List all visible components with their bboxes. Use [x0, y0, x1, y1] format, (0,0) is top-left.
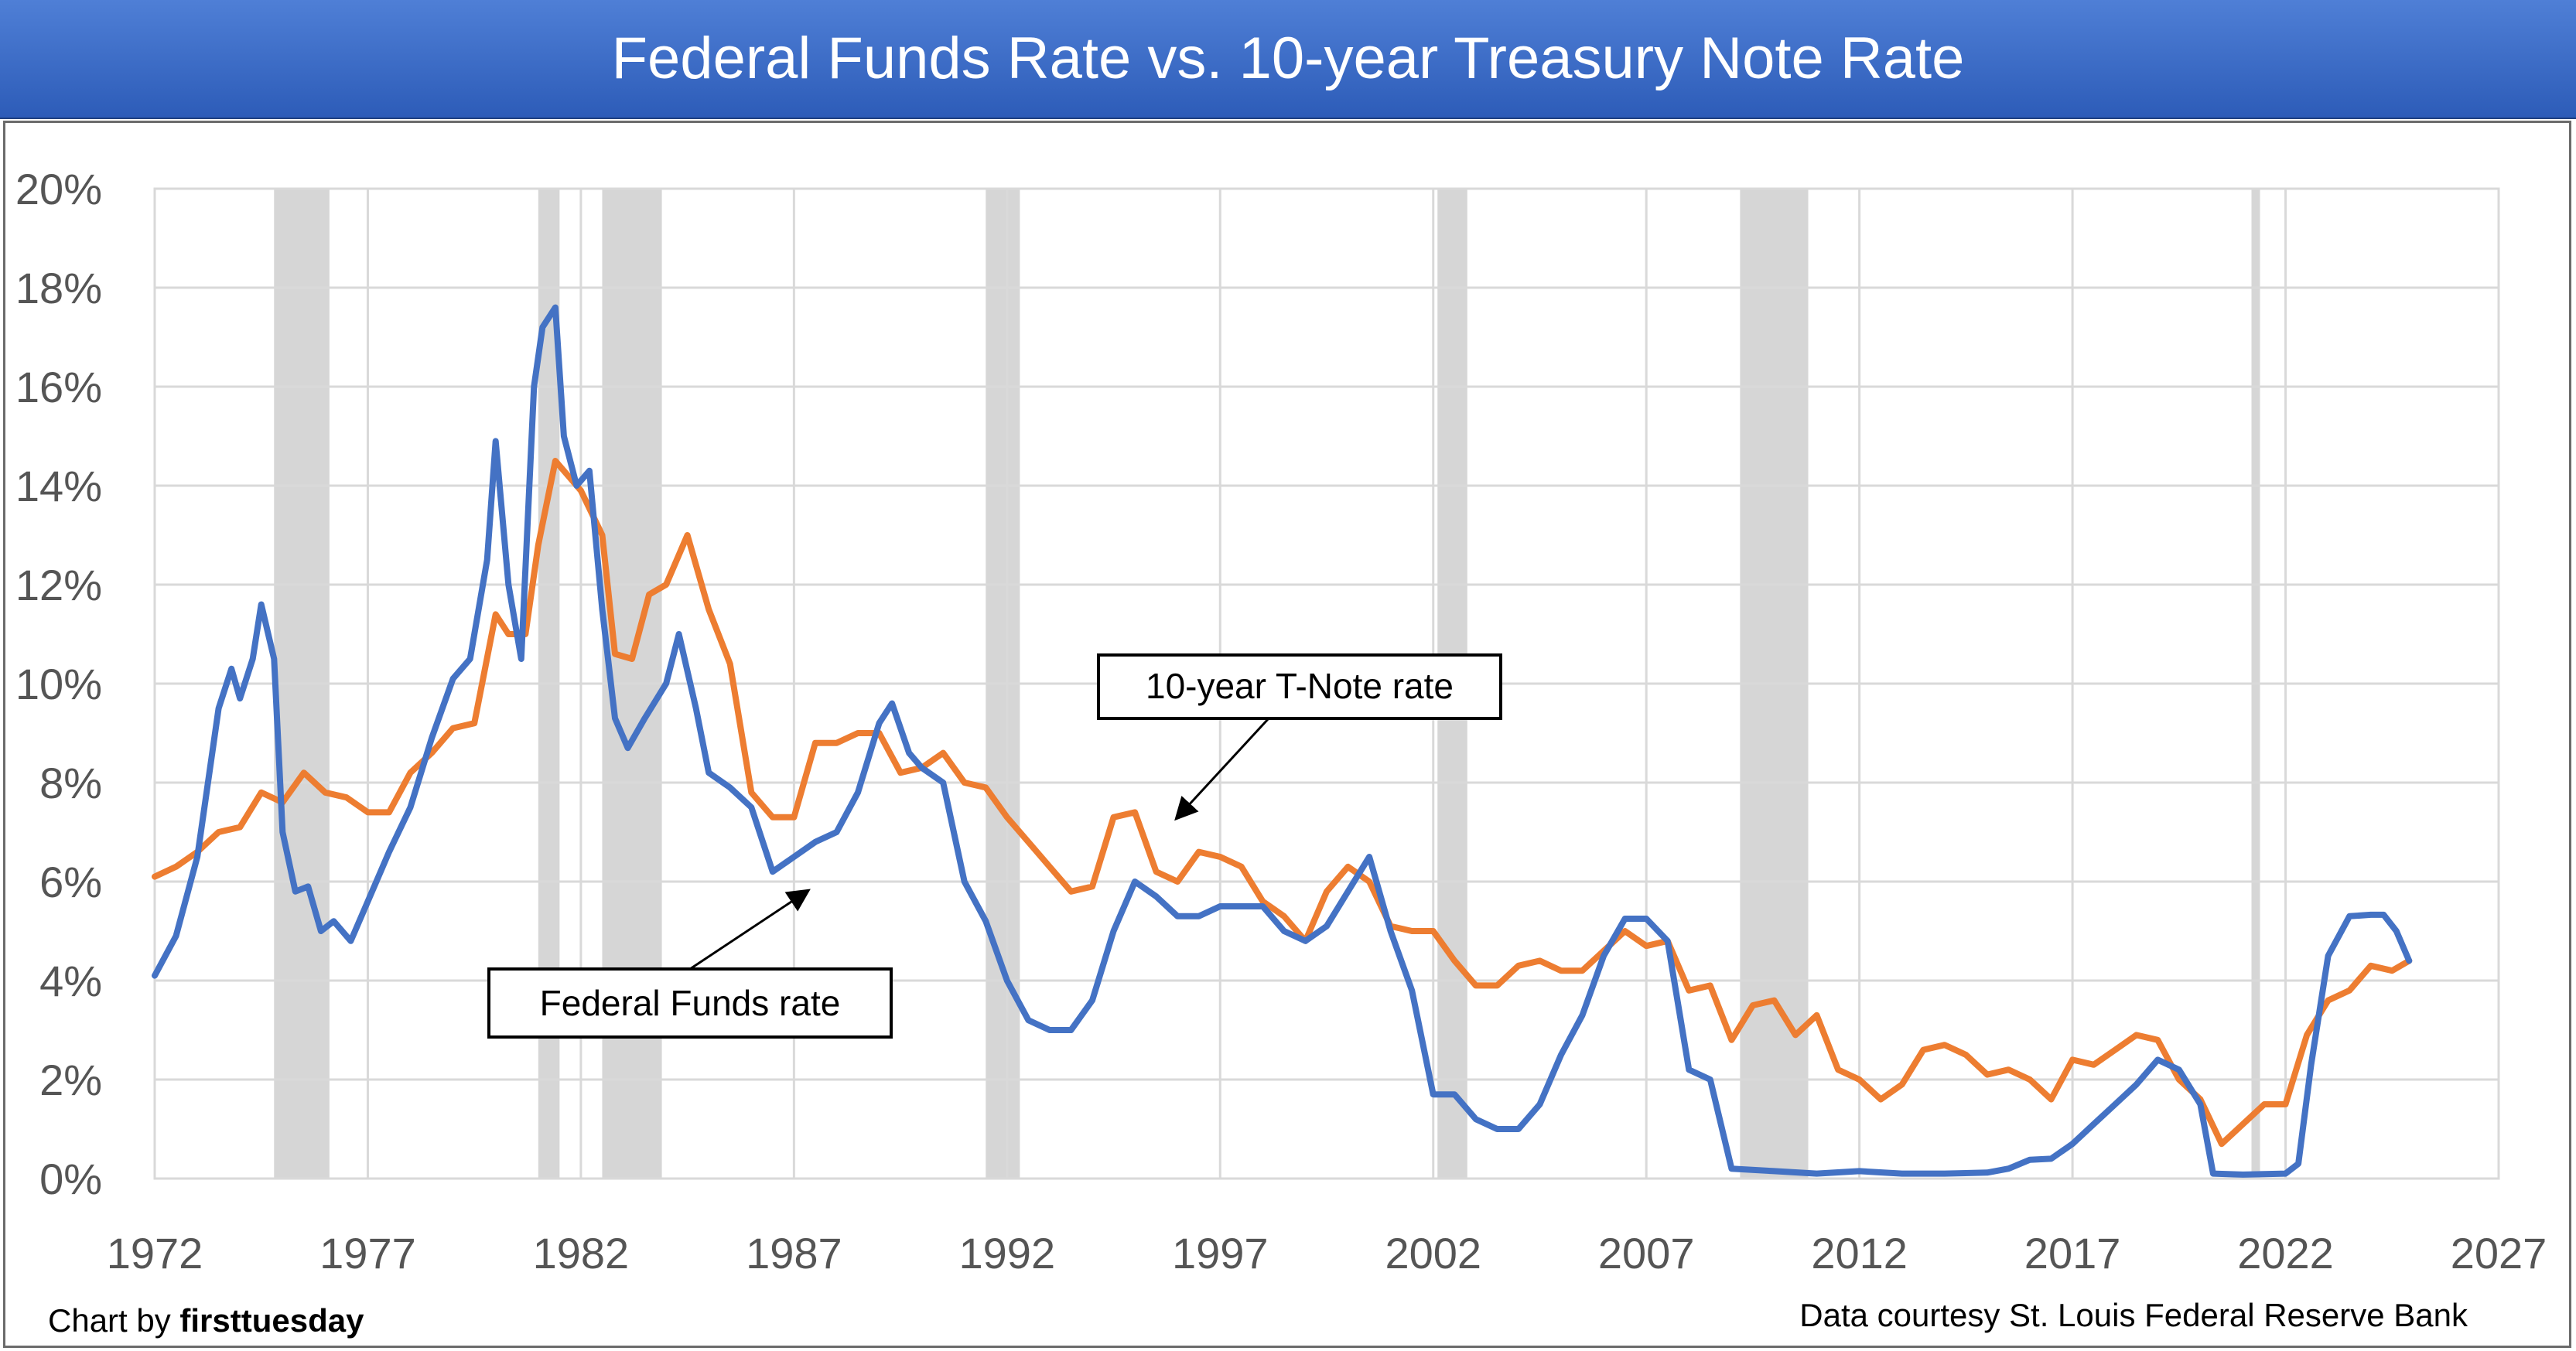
annotation-fedfunds-box	[487, 967, 893, 1039]
x-tick-label: 1997	[1172, 1229, 1269, 1278]
annotation-fedfunds-label: Federal Funds rate	[540, 983, 841, 1023]
series-line-federal-funds	[152, 304, 2413, 1178]
x-axis: 1972 1977 1982 1987 1992 1997 2002 2007 2012 2017…	[107, 1229, 2547, 1278]
y-tick-label: 10%	[15, 660, 102, 708]
annotation-fedfunds: Federal Funds rate	[487, 889, 893, 1039]
y-tick-label: 16%	[15, 363, 102, 411]
annotation-tnote-box	[1097, 653, 1502, 720]
x-tick-label: 2017	[2024, 1229, 2121, 1278]
x-tick-label: 2002	[1385, 1229, 1481, 1278]
annotation-tnote-arrow	[1174, 717, 1270, 821]
chart-frame	[3, 121, 2571, 1348]
y-tick-label: 8%	[39, 759, 102, 807]
annotations: 10-year T-Note rate Federal Funds rate	[487, 653, 1502, 1039]
y-tick-label: 14%	[15, 462, 102, 510]
annotation-fedfunds-arrow	[689, 889, 811, 971]
y-tick-label: 18%	[15, 264, 102, 312]
y-tick-label: 12%	[15, 561, 102, 609]
title-bar: Federal Funds Rate vs. 10-year Treasury …	[0, 0, 2576, 119]
y-tick-label: 0%	[39, 1155, 102, 1203]
y-tick-label: 6%	[39, 858, 102, 906]
x-tick-label: 1972	[107, 1229, 203, 1278]
data-source: Data courtesy St. Louis Federal Reserve …	[1799, 1297, 2468, 1333]
chart-credit: Chart by firsttuesday	[48, 1302, 364, 1339]
x-tick-label: 1992	[959, 1229, 1056, 1278]
x-tick-label: 2027	[2451, 1229, 2547, 1278]
y-tick-label: 4%	[39, 957, 102, 1005]
y-tick-label: 20%	[15, 165, 102, 213]
x-tick-label: 1977	[319, 1229, 416, 1278]
x-tick-label: 1987	[746, 1229, 842, 1278]
series-lines	[152, 304, 2413, 1178]
plot-area	[153, 187, 2500, 1180]
annotation-tnote-label: 10-year T-Note rate	[1146, 666, 1454, 706]
chart-title: Federal Funds Rate vs. 10-year Treasury …	[611, 26, 1965, 91]
x-tick-label: 2022	[2237, 1229, 2334, 1278]
y-axis: 0% 2% 4% 6% 8% 10% 12% 14% 16% 18% 20%	[15, 165, 102, 1203]
x-tick-label: 2007	[1598, 1229, 1695, 1278]
x-tick-label: 1982	[533, 1229, 630, 1278]
y-tick-label: 2%	[39, 1056, 102, 1104]
annotation-tnote: 10-year T-Note rate	[1097, 653, 1502, 821]
x-tick-label: 2012	[1811, 1229, 1908, 1278]
series-line-t-note	[152, 458, 2413, 1148]
